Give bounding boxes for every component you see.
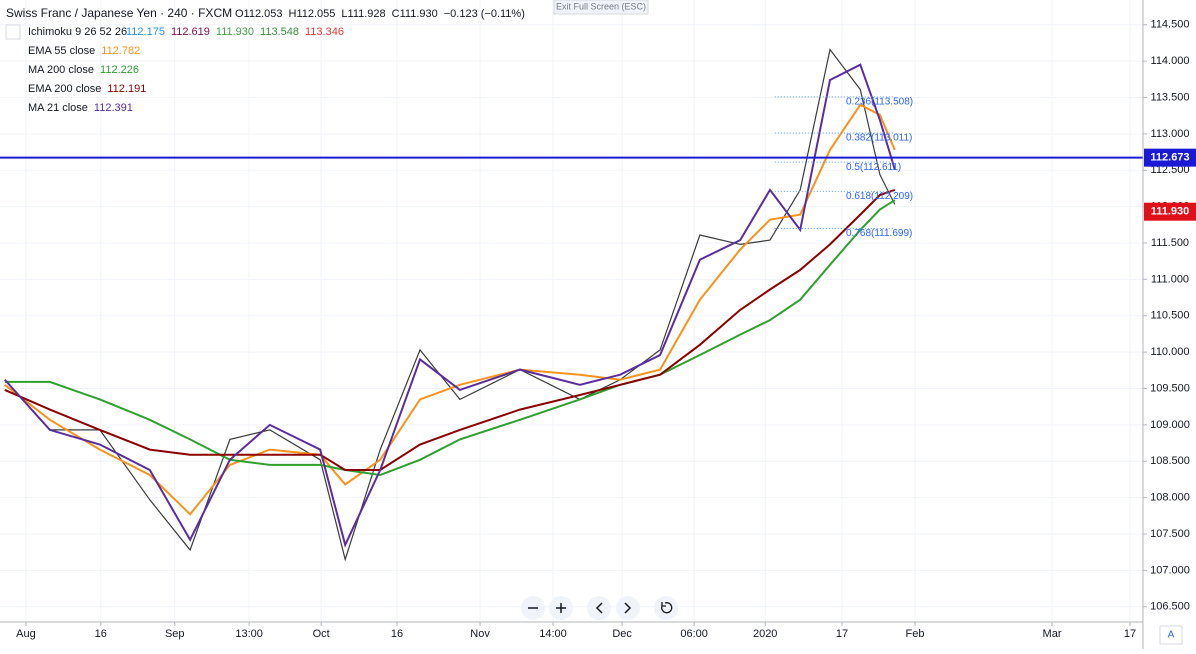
fib-label: 0.382(113.011) <box>846 133 912 144</box>
indicator-value: 113.548 <box>260 26 299 38</box>
fib-label: 0.618(112.209) <box>846 191 913 202</box>
auto-label[interactable]: A <box>1168 630 1175 641</box>
legend-value: 112.391 <box>94 102 133 114</box>
price-tag <box>1144 202 1196 221</box>
y-tick-label: 110.000 <box>1151 346 1190 358</box>
ohlc-value: H112.055 <box>289 8 336 20</box>
price-line <box>4 48 896 562</box>
indicator-line <box>4 199 896 477</box>
indicator-line <box>4 188 896 471</box>
x-tick-label: Dec <box>612 628 632 640</box>
y-tick-label: 107.000 <box>1150 564 1190 576</box>
legend-name: MA 21 close <box>28 102 88 114</box>
icon <box>661 602 673 614</box>
y-tick-label: 109.500 <box>1150 382 1190 394</box>
x-tick-label: 13:00 <box>235 628 263 640</box>
axes: 106.500 107.000 107.500 108.000 108.500 109.0… <box>16 19 1196 640</box>
price-tag-label: 111.930 <box>1151 206 1190 218</box>
x-tick-label: Feb <box>905 628 924 640</box>
y-tick-label: 111.000 <box>1151 273 1189 285</box>
y-tick-label: 113.500 <box>1151 91 1190 103</box>
y-tick-label: 109.000 <box>1150 419 1190 431</box>
y-tick-label: 114.000 <box>1151 55 1190 67</box>
scroll-right[interactable] <box>616 596 640 620</box>
y-tick-label: 113.000 <box>1151 128 1190 140</box>
fib-label: 0.768(111.699) <box>846 228 912 239</box>
y-tick-label: 108.500 <box>1150 455 1190 467</box>
x-tick-label: Sep <box>165 628 185 640</box>
y-tick-label: 106.500 <box>1150 601 1190 613</box>
legend-name: EMA 55 close <box>28 45 95 57</box>
y-tick-label: 110.500 <box>1151 310 1190 322</box>
x-tick-label: Mar <box>1043 628 1062 640</box>
zoom-controls <box>521 596 678 620</box>
indicator-value: 112.175 <box>126 26 165 38</box>
y-tick-label: 107.500 <box>1150 528 1190 540</box>
legend-value: 112.191 <box>107 83 146 95</box>
indicator-value: 112.619 <box>171 26 210 38</box>
plot: 0.236(113.508) 0.382(113.011) 0.5(112.611)… <box>0 48 1143 562</box>
auto-scale[interactable] <box>1159 625 1183 645</box>
x-tick-label: Aug <box>16 628 36 640</box>
icon <box>624 602 632 614</box>
fib-label: 0.5(112.611) <box>846 162 901 173</box>
legend-name: MA 200 close <box>28 64 94 76</box>
x-tick-label: 17 <box>836 628 848 640</box>
y-tick-label: 108.000 <box>1150 492 1190 504</box>
legend-value: 112.226 <box>100 64 139 76</box>
indicator-name: Ichimoku 9 26 52 26 <box>28 26 127 38</box>
grid <box>0 0 1143 622</box>
ohlc-value: O112.053 <box>235 8 283 20</box>
y-tick-label: 114.500 <box>1151 19 1190 31</box>
ohlc-value: −0.123 (−0.11%) <box>444 8 525 20</box>
reset[interactable] <box>654 596 678 620</box>
icon <box>556 603 566 613</box>
ohlc-value: L111.928 <box>341 8 385 20</box>
legend-name: EMA 200 close <box>28 83 101 95</box>
x-tick-label: Oct <box>313 628 330 640</box>
x-tick-label: 14:00 <box>539 628 567 640</box>
x-tick-label: 16 <box>95 628 107 640</box>
ohlc-value: C111.930 <box>392 8 438 20</box>
indicator-line <box>4 63 896 548</box>
y-tick-label: 111.500 <box>1151 237 1189 249</box>
x-tick-label: Nov <box>470 628 490 640</box>
legend-value: 112.782 <box>101 45 140 57</box>
exit-label[interactable]: Exit Full Screen (ESC) <box>556 1 646 11</box>
fib-label: 0.236(113.508) <box>846 97 913 108</box>
collapse-button[interactable] <box>5 24 21 40</box>
indicator-value: 111.930 <box>216 26 254 38</box>
y-tick-label: 112.500 <box>1151 164 1190 176</box>
legend: Swiss Franc / Japanese Yen · 240 · FXCM O… <box>5 6 525 114</box>
symbol: Swiss Franc / Japanese Yen · 240 · FXCM <box>6 6 232 20</box>
icon <box>595 602 603 614</box>
price-tag-label: 112.673 <box>1150 152 1189 164</box>
indicator-value: 113.346 <box>305 26 344 38</box>
scroll-left[interactable] <box>587 596 611 620</box>
x-tick-label: 2020 <box>753 628 777 640</box>
x-tick-label: 06:00 <box>680 628 708 640</box>
x-tick-label: 17 <box>1124 628 1136 640</box>
x-tick-label: 16 <box>391 628 403 640</box>
price-tag <box>1144 148 1196 167</box>
exit-button[interactable] <box>553 0 649 15</box>
